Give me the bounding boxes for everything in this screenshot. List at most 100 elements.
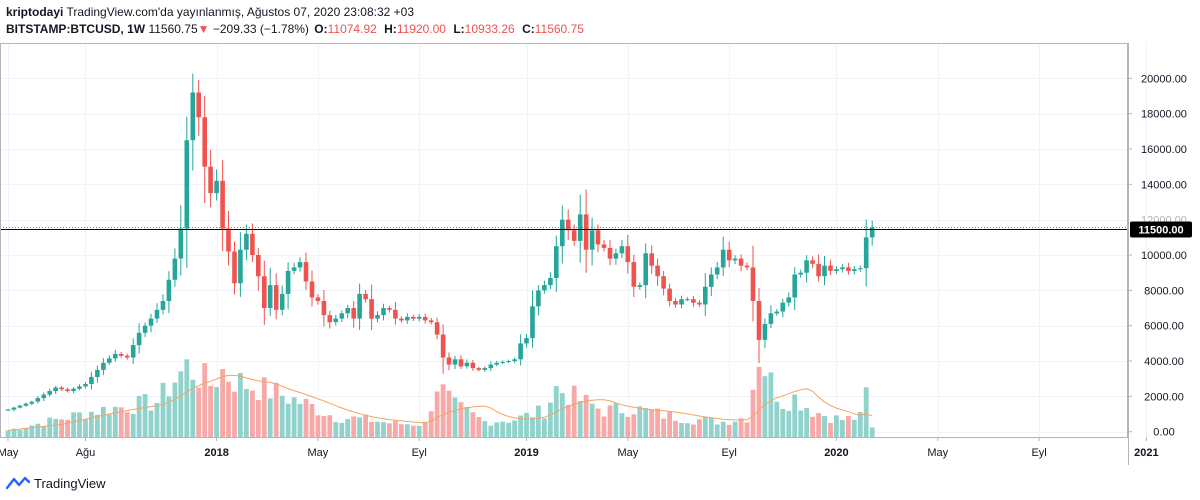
price-chart[interactable]: 0.00 2000.00 4000.00 6000.00 8000.00 10000.00… [0,0,1200,470]
candle-body [95,369,100,377]
candle-body [792,274,797,298]
candle-body [732,258,738,261]
volume-bar [214,387,219,437]
close-value: 11560.75 [534,22,584,36]
high-value: 11920.00 [396,22,446,36]
candle-body [190,92,196,141]
volume-bar [583,395,589,437]
volume-bar [738,418,744,437]
volume-bar [101,406,106,437]
candle-body [35,398,41,402]
volume-bar [828,423,833,437]
x-tick-label: 2019 [514,447,538,459]
candle-body [77,386,82,389]
volume-bar [220,369,225,437]
candle-body [488,364,494,369]
candle-body [601,244,607,248]
tradingview-brand[interactable]: TradingView [34,475,106,491]
y-tick-label: 20000.00 [1141,73,1187,85]
candle-body [625,246,631,263]
candle-body [196,92,201,118]
volume-bar [178,371,184,437]
volume-bar [834,415,839,437]
volume-bar [637,406,643,437]
candle-body [327,315,333,323]
candle-body [41,394,47,399]
candle-body [565,219,571,231]
candle-body [428,320,434,323]
volume-bar [136,395,142,437]
volume-bar [661,418,666,437]
volume-bar [327,415,333,437]
candle-body [482,368,488,370]
candle-body [136,332,142,346]
volume-bar [774,401,780,437]
volume-bar [5,430,11,437]
candle-body [107,358,112,363]
volume-bar [726,424,732,437]
volume-bar [351,416,357,437]
candle-body [863,237,869,269]
candle-body [89,376,94,384]
x-tick-label: May [927,447,948,459]
volume-bar [416,425,422,437]
candle-body [113,354,118,359]
candle-body [846,267,851,271]
x-tick-label: 2018 [204,447,228,459]
volume-bars [5,359,875,437]
volume-bar [95,414,100,437]
candle-body [655,265,660,277]
candle-body [184,140,190,229]
volume-bar [321,416,327,437]
candle-body [393,309,398,319]
volume-bar [11,428,17,437]
volume-bar [846,416,851,437]
volume-bar [702,417,708,437]
price-axis[interactable]: 0.00 2000.00 4000.00 6000.00 8000.00 10000.00… [1128,73,1187,439]
volume-bar [160,382,166,437]
volume-bar [816,413,821,437]
volume-bar [756,366,762,437]
volume-bar [399,424,404,437]
candle-body [464,362,470,367]
candle-body [756,301,762,340]
candle-body [434,322,440,335]
time-axis[interactable]: May Ağu 2018 May Eyl 2019 May Eyl 2020 May Eyl 2021 [0,437,1159,459]
author-name[interactable]: kriptodayi [6,5,64,19]
candle-body [363,293,368,300]
symbol-label: BITSTAMP:BTCUSD, 1W [6,22,146,36]
candle-body [53,387,58,391]
candle-body [238,249,243,284]
volume-bar [512,420,517,437]
candle-body [23,403,29,406]
candle-body [262,276,267,308]
candle-body [244,233,249,250]
volume-bar [112,406,118,437]
price-label-tag: 11500.00 [1130,221,1192,238]
candle-body [333,318,339,323]
y-tick-label: 0.00 [1153,427,1174,439]
candle-body [738,258,744,266]
volume-bar [357,417,362,437]
candle-body [315,297,321,301]
candle-body [208,166,213,194]
candle-body [816,263,821,277]
y-tick-label: 10000.00 [1141,250,1187,262]
volume-bar [494,422,500,437]
candle-body [506,361,511,362]
close-label: C: [522,22,535,36]
volume-bar [53,418,59,437]
volume-bar [255,400,261,437]
candle-body [637,285,643,287]
candle-body [17,405,23,408]
candle-body [643,253,648,286]
candle-body [512,359,517,362]
x-tick-label: 2020 [824,447,848,459]
volume-bar [17,429,23,437]
candle-body [202,117,207,167]
candle-body [536,290,541,307]
candle-body [858,268,863,270]
candle-body [714,267,720,275]
candle-body [667,288,672,301]
candle-body [750,267,756,301]
